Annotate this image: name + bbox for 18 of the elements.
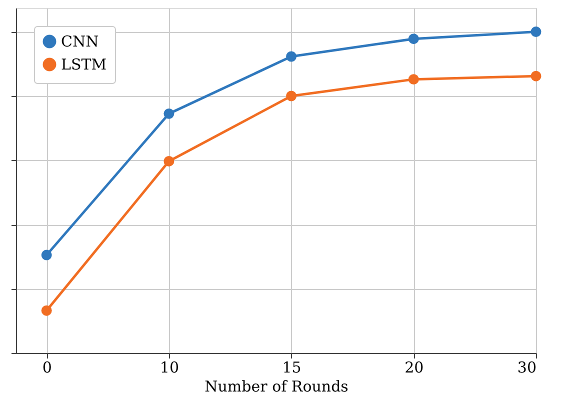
x-tick-label: 30 xyxy=(517,358,536,376)
point xyxy=(286,90,297,102)
x-tick-label: 10 xyxy=(160,358,179,376)
x-tick-label: 15 xyxy=(282,358,302,376)
point xyxy=(41,305,52,316)
point xyxy=(408,74,419,85)
point xyxy=(164,156,174,166)
point xyxy=(164,108,174,119)
x-tick-label: 0 xyxy=(42,358,52,376)
point xyxy=(41,250,52,260)
point xyxy=(408,34,419,44)
point xyxy=(530,70,542,82)
x-axis-title: Number of Rounds xyxy=(204,378,348,396)
x-tick-label: 20 xyxy=(404,358,424,376)
point xyxy=(530,26,542,38)
legend-label: CNN xyxy=(61,32,99,50)
point xyxy=(286,51,297,62)
legend-label: LSTM xyxy=(61,56,107,74)
